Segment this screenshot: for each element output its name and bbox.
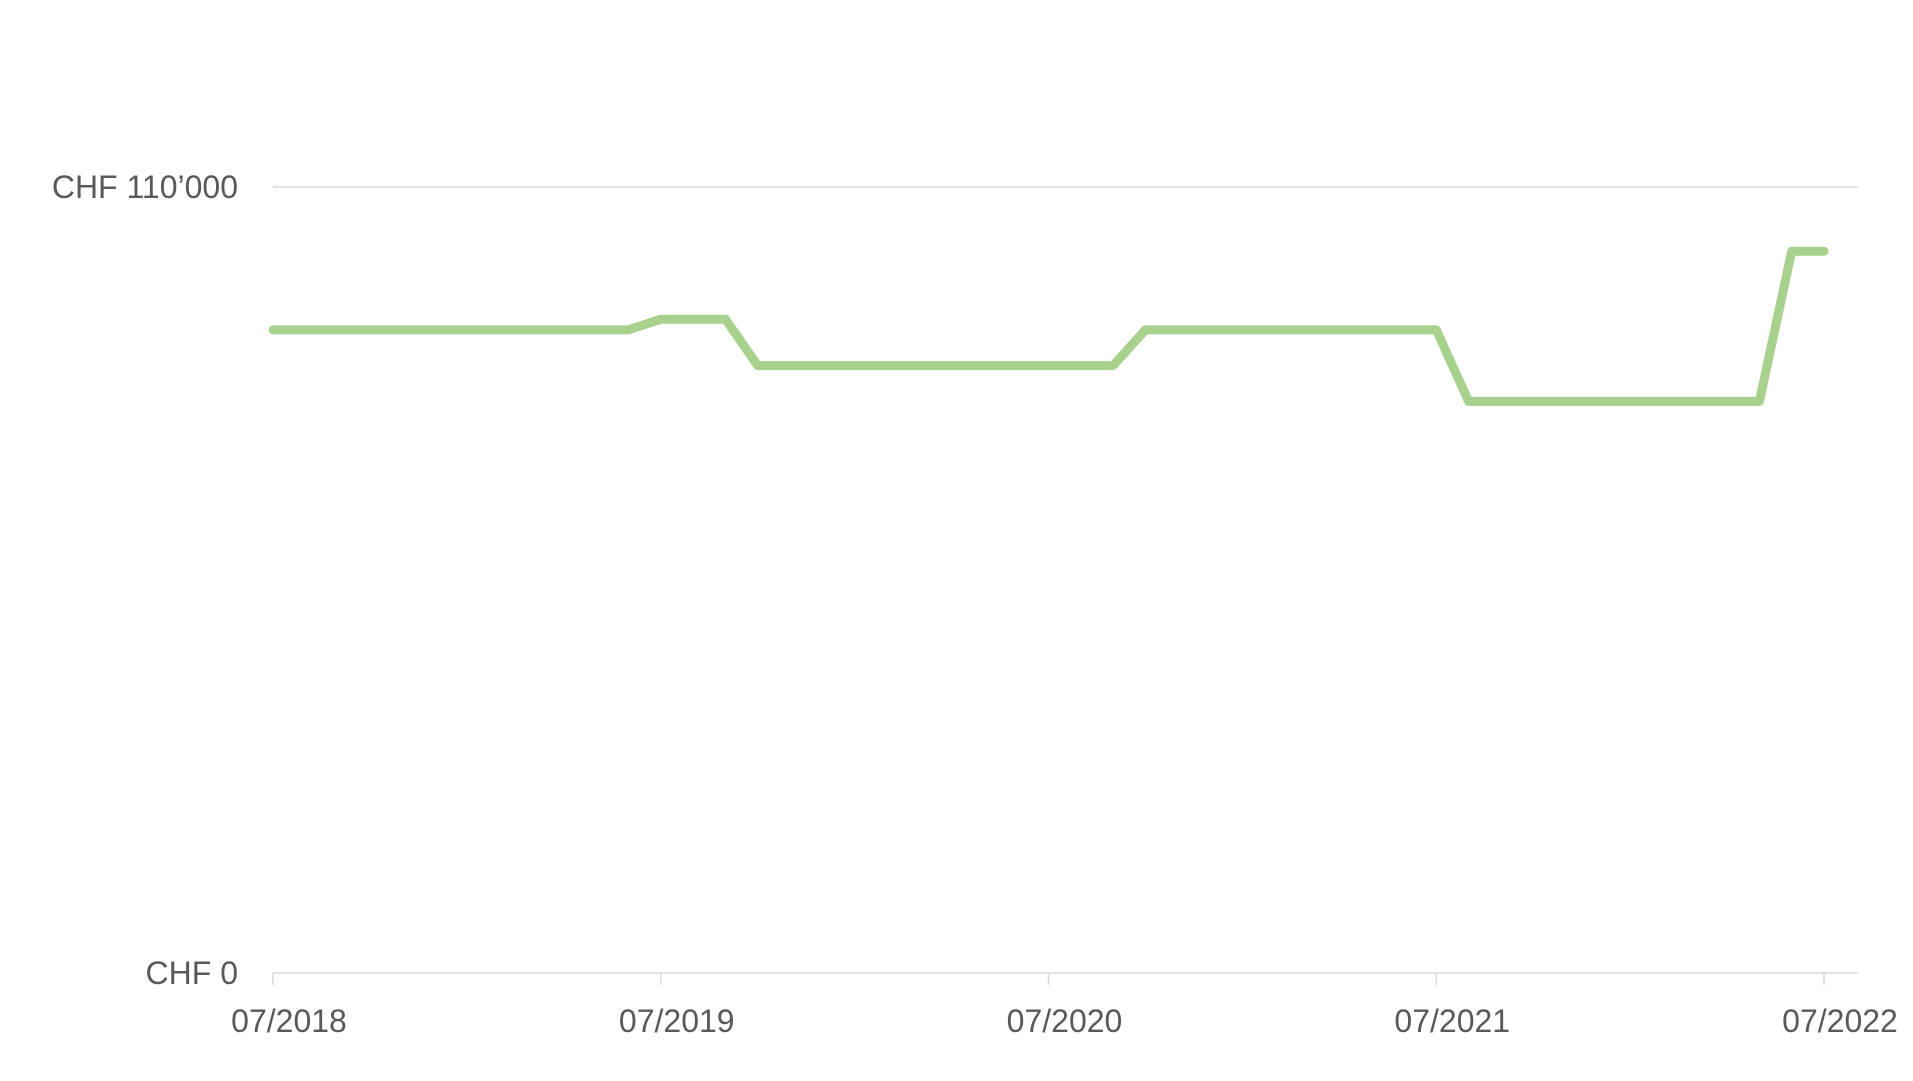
x-tick-label: 07/2020 — [1007, 1003, 1123, 1039]
x-tick-label: 07/2022 — [1782, 1003, 1898, 1039]
x-axis — [272, 972, 1858, 985]
series-line — [268, 246, 1829, 406]
series-layer — [268, 246, 1829, 406]
y-tick-label: CHF 0 — [146, 955, 238, 991]
x-tick-label: 07/2021 — [1394, 1003, 1510, 1039]
x-tick-label: 07/2019 — [619, 1003, 735, 1039]
x-axis-labels: 07/2018 07/2019 07/2020 07/2021 07/2022 — [231, 1003, 1898, 1039]
y-tick-label: CHF 110’000 — [52, 169, 238, 205]
y-axis-labels: CHF 0 CHF 110’000 — [52, 169, 238, 991]
x-tick-label: 07/2018 — [231, 1003, 347, 1039]
